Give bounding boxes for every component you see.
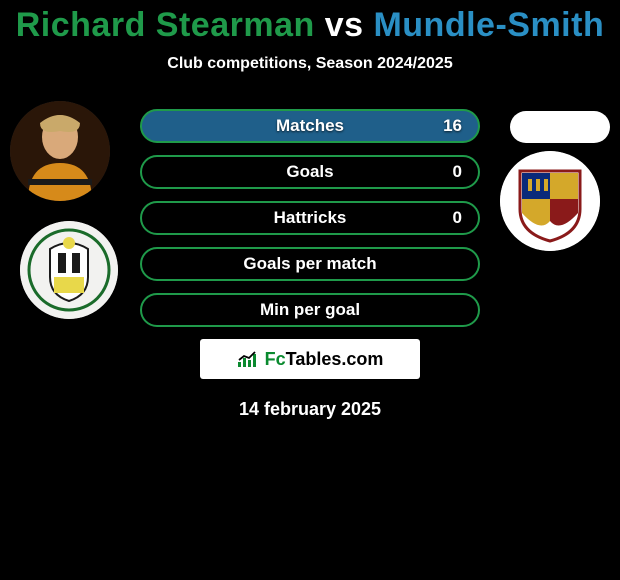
date-text: 14 february 2025 [0,399,620,420]
stat-row-min-per-goal: Min per goal [140,293,480,327]
player2-name: Mundle-Smith [373,6,604,44]
player1-name: Richard Stearman [16,6,315,44]
brand-badge: FcTables.com [200,339,420,379]
stat-label: Min per goal [260,300,360,320]
stat-row-goals-per-match: Goals per match [140,247,480,281]
stat-value-right: 16 [443,116,462,136]
brand-text: FcTables.com [265,349,384,370]
stat-row-matches: Matches 16 [140,109,480,143]
stat-row-goals: Goals 0 [140,155,480,189]
player1-avatar [10,101,110,201]
stat-value-right: 0 [453,208,462,228]
stat-value-right: 0 [453,162,462,182]
stat-label: Matches [276,116,344,136]
chart-icon [237,350,259,368]
vs-text: vs [315,6,374,44]
stats-list: Matches 16 Goals 0 Hattricks 0 Goals per… [140,101,480,327]
player2-avatar [510,111,610,143]
brand-prefix: Fc [265,349,286,369]
stat-label: Hattricks [274,208,347,228]
player1-club-crest [20,221,118,319]
player2-club-crest [500,151,600,251]
stat-row-hattricks: Hattricks 0 [140,201,480,235]
stat-label: Goals [286,162,333,182]
page-title: Richard Stearman vs Mundle-Smith [0,0,620,45]
brand-suffix: Tables.com [286,349,384,369]
content-area: Matches 16 Goals 0 Hattricks 0 Goals per… [0,101,620,420]
subtitle: Club competitions, Season 2024/2025 [0,55,620,73]
stat-label: Goals per match [243,254,376,274]
